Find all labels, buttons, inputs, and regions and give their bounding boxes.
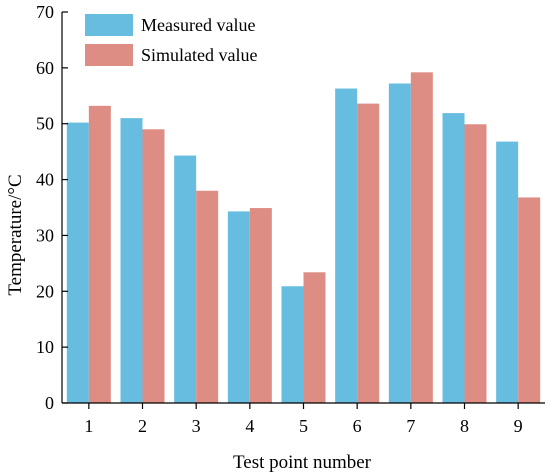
y-tick-label-60: 60 [36, 58, 54, 78]
bar-simulated-9 [518, 197, 541, 403]
bar-simulated-1 [88, 105, 111, 403]
bar-simulated-6 [357, 103, 380, 403]
legend: Measured value Simulated value [85, 14, 257, 66]
x-tick-label-2: 2 [138, 416, 147, 436]
bar-measured-5 [281, 286, 304, 403]
x-tick-label-5: 5 [299, 416, 308, 436]
bar-simulated-2 [142, 129, 165, 404]
y-tick-label-40: 40 [36, 170, 54, 190]
bar-measured-2 [120, 118, 143, 403]
y-tick-label-20: 20 [36, 281, 54, 301]
x-tick-label-3: 3 [192, 416, 201, 436]
bar-simulated-4 [249, 208, 272, 403]
bars-layer [66, 72, 541, 404]
y-tick-label-0: 0 [45, 393, 54, 413]
bar-measured-6 [335, 88, 358, 403]
y-axis-title: Temperature/°C [5, 174, 26, 295]
legend-label-measured: Measured value [141, 15, 255, 35]
bar-measured-1 [66, 122, 89, 404]
x-tick-label-8: 8 [460, 416, 469, 436]
x-axis-title: Test point number [233, 452, 372, 473]
bar-measured-4 [227, 211, 250, 403]
bar-simulated-3 [196, 190, 219, 403]
y-tick-label-70: 70 [36, 2, 54, 22]
x-tick-label-1: 1 [84, 416, 93, 436]
bar-simulated-8 [464, 124, 487, 403]
bar-simulated-7 [410, 72, 433, 403]
x-tick-label-4: 4 [245, 416, 254, 436]
bar-simulated-5 [303, 272, 326, 403]
y-tick-label-30: 30 [36, 225, 54, 245]
bar-measured-8 [442, 113, 465, 403]
legend-label-simulated: Simulated value [141, 45, 257, 65]
bar-measured-3 [174, 155, 197, 403]
axes-layer: 0 10 20 30 40 50 60 70 1 2 3 4 5 6 7 8 9 [36, 2, 545, 436]
legend-swatch-simulated [85, 44, 133, 66]
y-tick-label-50: 50 [36, 114, 54, 134]
bar-measured-7 [388, 83, 411, 404]
x-tick-label-6: 6 [353, 416, 362, 436]
x-tick-label-7: 7 [406, 416, 415, 436]
bar-measured-9 [496, 141, 519, 404]
x-tick-label-9: 9 [514, 416, 523, 436]
legend-swatch-measured [85, 14, 133, 36]
y-tick-label-10: 10 [36, 337, 54, 357]
